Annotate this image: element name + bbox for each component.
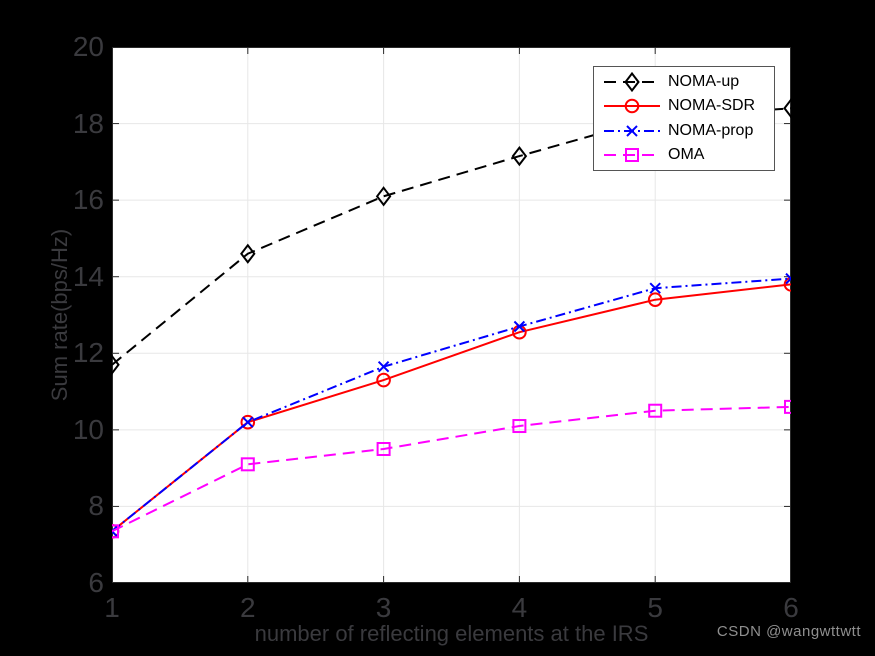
x-tick-label: 4 [511, 592, 528, 623]
series-line [112, 277, 791, 533]
x-tick-label: 5 [647, 592, 663, 623]
y-tick-label: 14 [72, 260, 104, 292]
marker-diamond-icon [375, 186, 392, 207]
marker-diamond-icon [240, 243, 256, 264]
marker-square-icon [112, 524, 119, 539]
legend-sample-square-icon [604, 148, 660, 163]
marker-diamond-icon [511, 145, 528, 167]
marker-diamond-icon [112, 354, 120, 375]
marker-circle-icon [624, 98, 640, 114]
legend-item-oma: OMA [603, 143, 774, 167]
legend-item-noma-prop: NOMA-prop [603, 119, 774, 143]
x-tick-label: 1 [104, 592, 120, 623]
marker-square-icon [784, 399, 791, 414]
marker-diamond-icon [624, 71, 640, 92]
y-axis-label: Sum rate(bps/Hz) [47, 228, 72, 402]
watermark: CSDN @wangwttwtt [716, 623, 861, 640]
series-line [112, 405, 791, 533]
x-tick-label: 3 [375, 592, 392, 623]
legend: NOMA-up NOMA-SDR NOMA-prop OMA [593, 66, 775, 171]
series-line [112, 283, 791, 533]
legend-label: NOMA-SDR [668, 97, 756, 115]
marker-circle-icon [783, 277, 791, 292]
y-tick-label: 6 [88, 567, 104, 598]
series-NOMA-SDR [112, 277, 791, 539]
y-tick-label: 20 [72, 31, 104, 62]
marker-x-icon [649, 282, 661, 294]
axes-box [112, 47, 791, 583]
marker-circle-icon [376, 372, 391, 388]
legend-item-noma-sdr: NOMA-SDR [603, 94, 774, 118]
y-tick-label: 8 [88, 490, 104, 522]
marker-x-icon [785, 272, 791, 285]
plot-area: NOMA-up NOMA-SDR NOMA-prop OMA [112, 47, 791, 583]
legend-item-noma-up: NOMA-up [603, 70, 774, 94]
marker-x-icon [112, 525, 118, 538]
legend-sample-diamond-icon [604, 71, 660, 92]
marker-square-icon [648, 403, 663, 418]
y-tick-label: 18 [72, 107, 104, 139]
x-tick-label: 2 [240, 592, 256, 623]
legend-label: NOMA-prop [668, 121, 754, 139]
marker-circle-icon [240, 414, 256, 430]
marker-x-icon [513, 320, 526, 333]
marker-square-icon [512, 419, 527, 434]
marker-x-icon [242, 416, 254, 428]
legend-sample-circle-icon [604, 98, 660, 114]
marker-x-icon [626, 125, 638, 137]
legend-sample-x-icon [604, 125, 660, 137]
x-axis-label: number of reflecting elements at the IRS [254, 621, 649, 646]
y-tick-label: 12 [72, 337, 104, 369]
marker-diamond-icon [783, 98, 791, 119]
marker-square-icon [625, 148, 639, 163]
marker-square-icon [240, 457, 255, 472]
marker-circle-icon [647, 292, 663, 307]
x-tick-label: 6 [783, 592, 799, 623]
y-tick-label: 10 [72, 413, 104, 445]
marker-x-icon [377, 360, 390, 373]
legend-label: OMA [668, 146, 705, 164]
series-OMA [112, 399, 791, 539]
y-tick-label: 16 [72, 184, 104, 216]
series-NOMA-prop [112, 272, 791, 538]
marker-square-icon [376, 442, 391, 456]
legend-label: NOMA-up [668, 72, 740, 90]
